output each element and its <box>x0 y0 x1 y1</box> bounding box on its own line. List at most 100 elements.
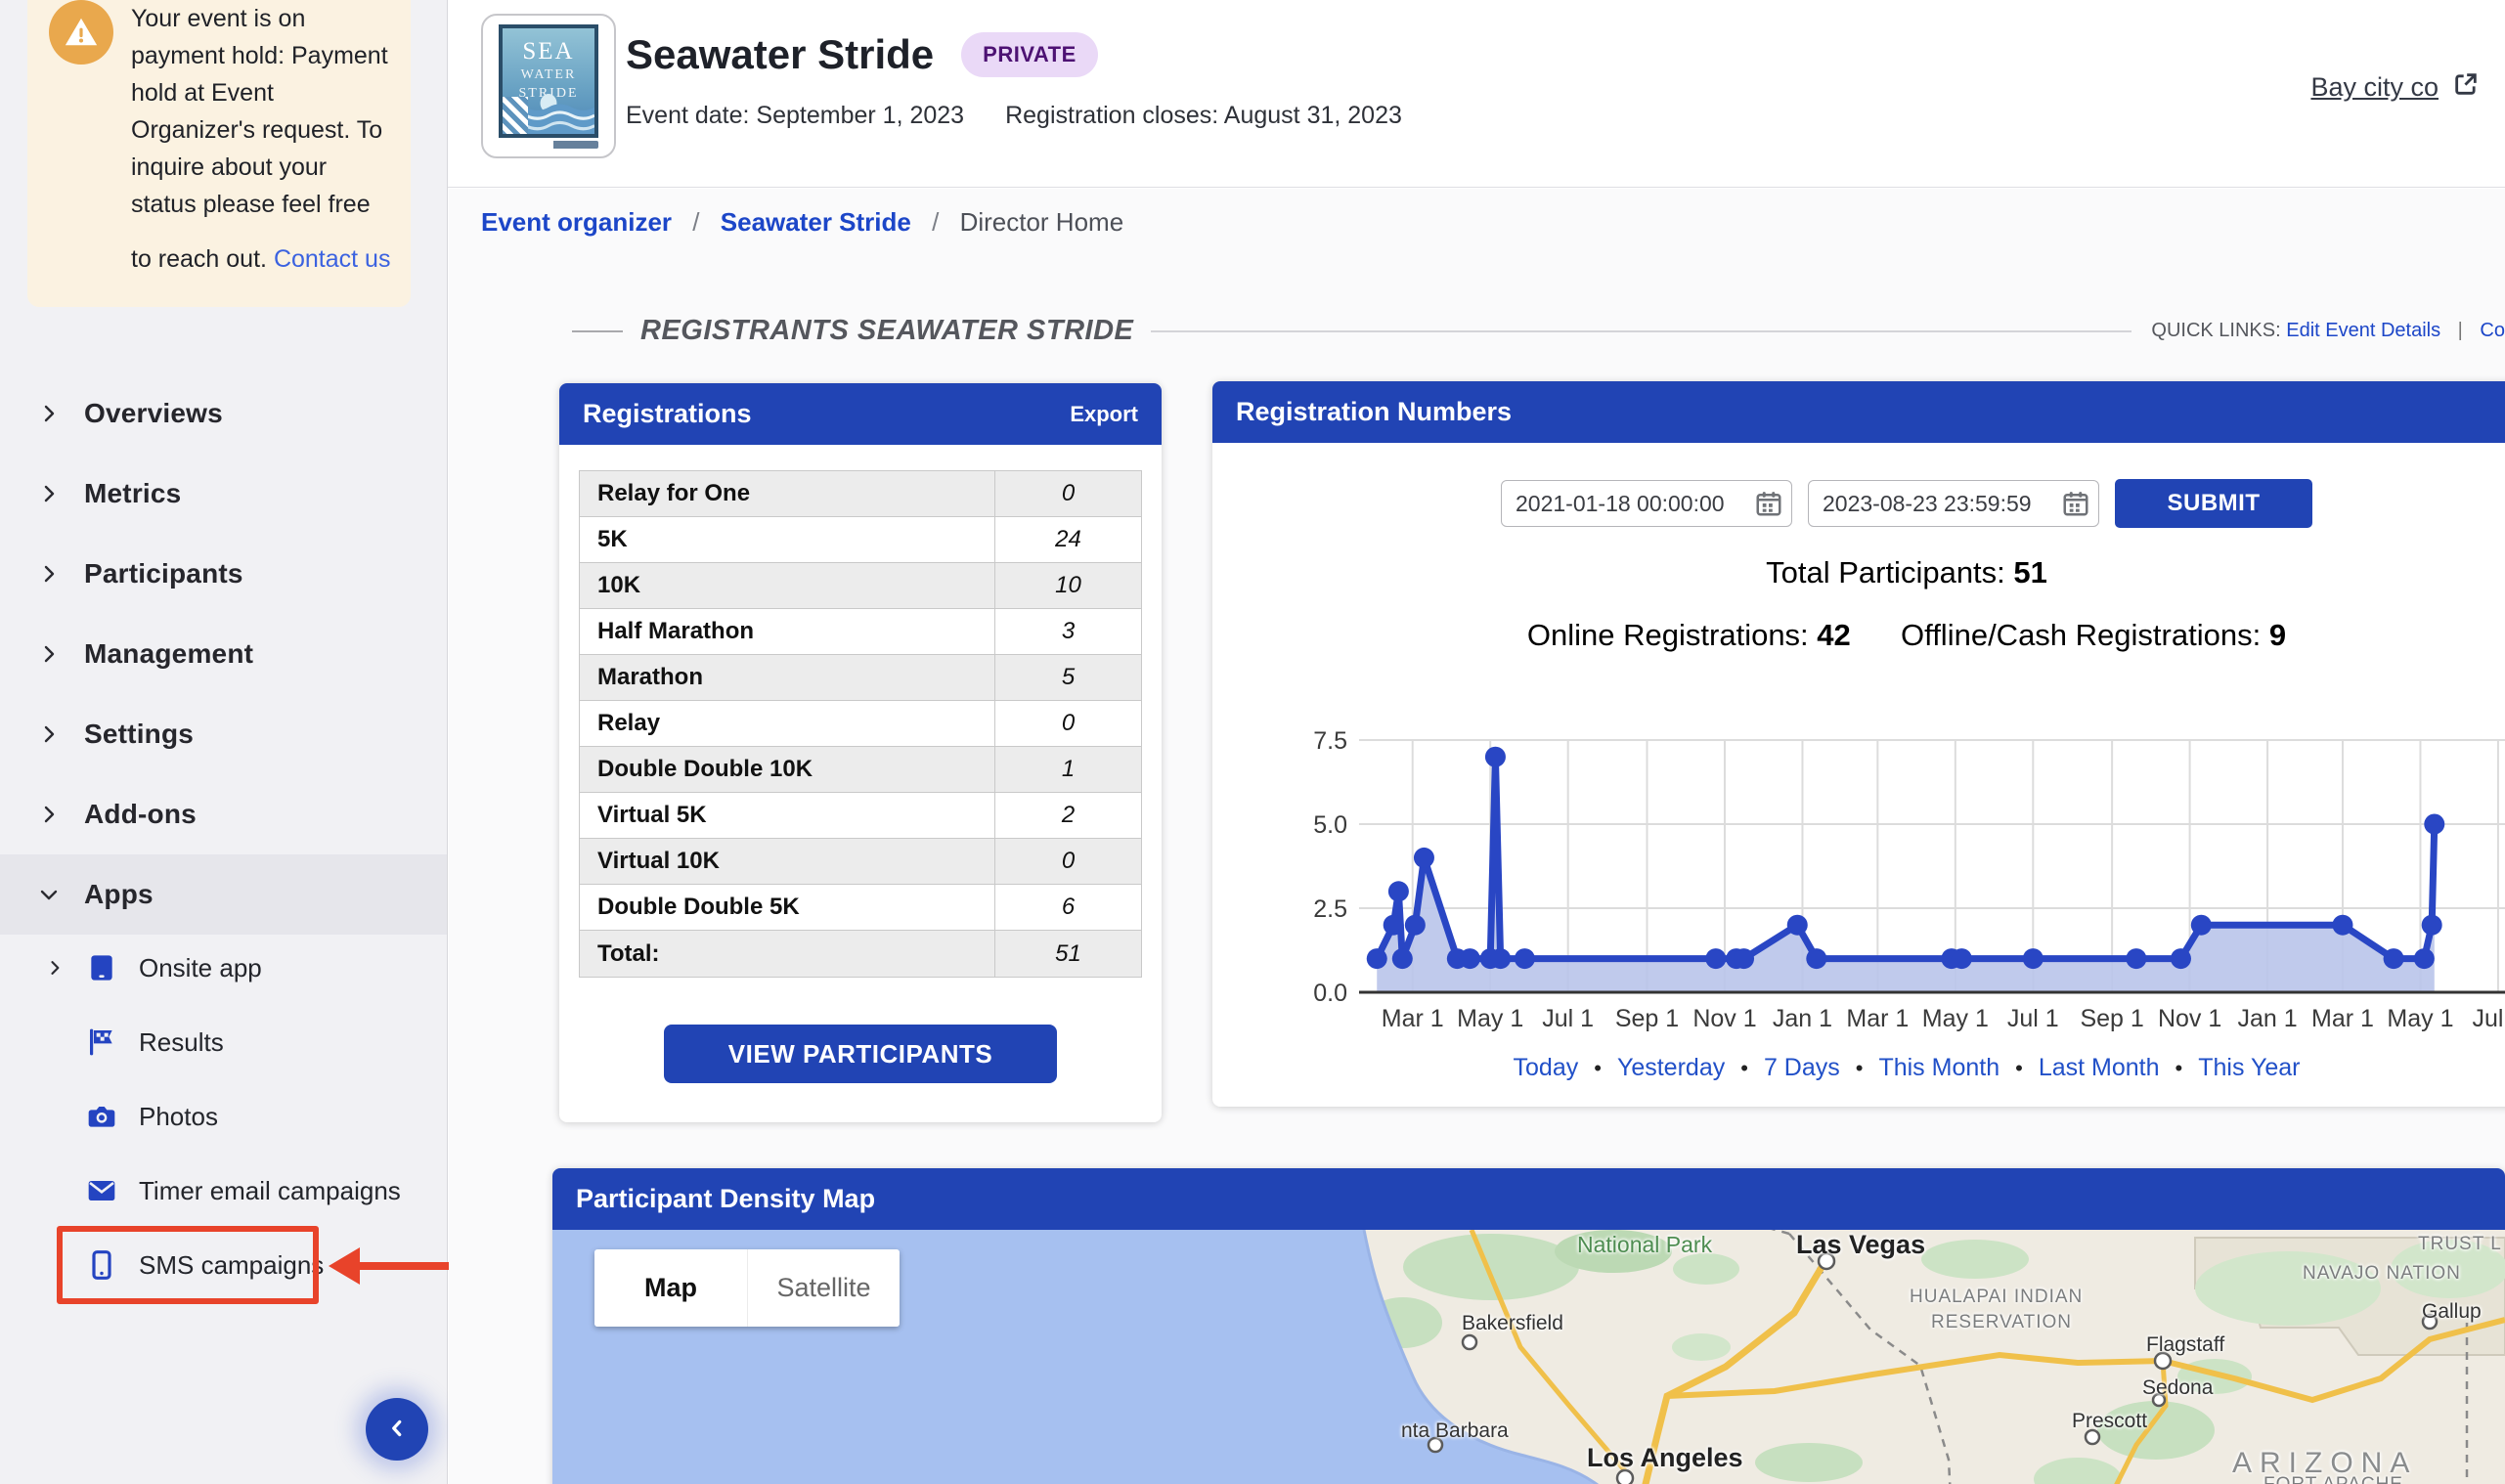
range-link-this-month[interactable]: This Month <box>1878 1054 2000 1081</box>
checkered-flag-icon <box>86 1026 117 1058</box>
truncated-quick-link[interactable]: Co <box>2480 320 2505 341</box>
date-from-input[interactable] <box>1501 480 1792 527</box>
table-row: Relay for One 0 <box>580 471 1141 517</box>
sidebar-item-participants[interactable]: Participants <box>0 534 447 614</box>
svg-text:Jul 1: Jul 1 <box>2007 1005 2059 1032</box>
breadcrumb-event-organizer[interactable]: Event organizer <box>481 207 673 237</box>
external-link-icon <box>2452 70 2480 105</box>
submenu-item-results[interactable]: Results <box>0 1005 447 1079</box>
map-label: Los Angeles <box>1587 1443 1743 1472</box>
svg-text:Jul 1: Jul 1 <box>2473 1005 2505 1032</box>
section-title: REGISTRANTS SEAWATER STRIDE <box>640 315 1134 346</box>
phone-icon <box>86 1249 117 1281</box>
heading-rule <box>1151 329 2132 332</box>
sidebar-item-label: Management <box>84 638 254 669</box>
table-row: Virtual 5K 2 <box>580 793 1141 839</box>
registration-numbers-header: Registration Numbers <box>1212 381 2505 443</box>
sidebar-item-metrics[interactable]: Metrics <box>0 454 447 534</box>
sidebar-item-label: Participants <box>84 558 243 589</box>
registrations-panel-header: Registrations Export <box>559 383 1162 445</box>
contact-us-link[interactable]: Contact us <box>273 245 391 273</box>
date-to-wrapper <box>1808 480 2099 527</box>
warning-icon <box>49 0 113 65</box>
svg-text:Jul 1: Jul 1 <box>1542 1005 1594 1032</box>
row-label: Virtual 5K <box>597 802 707 828</box>
satellite-button[interactable]: Satellite <box>747 1249 900 1327</box>
stripes-graphic <box>503 96 528 134</box>
range-link-7-days[interactable]: 7 Days <box>1763 1054 1840 1081</box>
view-participants-button[interactable]: VIEW PARTICIPANTS <box>664 1025 1057 1083</box>
date-to-input[interactable] <box>1808 480 2099 527</box>
map-button[interactable]: Map <box>594 1249 747 1327</box>
sidebar-item-addons[interactable]: Add-ons <box>0 774 447 854</box>
registration-breakdown-stats: Online Registrations: 42 Offline/Cash Re… <box>1212 618 2505 653</box>
sidebar-item-label: Metrics <box>84 478 182 508</box>
camera-icon <box>86 1101 117 1132</box>
registration-closes: Registration closes: August 31, 2023 <box>1005 102 1402 129</box>
svg-text:Sep 1: Sep 1 <box>1615 1005 1679 1032</box>
table-row: Double Double 5K 6 <box>580 885 1141 931</box>
submit-button[interactable]: SUBMIT <box>2115 479 2312 528</box>
submenu-item-photos[interactable]: Photos <box>0 1079 447 1154</box>
sidebar-item-management[interactable]: Management <box>0 614 447 694</box>
svg-text:5.0: 5.0 <box>1313 811 1347 839</box>
map-label: ARIZONA <box>2232 1447 2418 1479</box>
map-label: nta Barbara <box>1401 1419 1509 1442</box>
organization-link[interactable]: Bay city co <box>2310 70 2480 105</box>
export-button[interactable]: Export <box>1070 401 1138 426</box>
map-canvas[interactable]: National Park Las Vegas TRUST L NAVAJO NATI… <box>552 1230 2505 1484</box>
row-value: 2 <box>994 793 1141 838</box>
quick-links-label: QUICK LINKS: <box>2151 320 2281 341</box>
map-label: Prescott <box>2072 1410 2148 1432</box>
row-value: 3 <box>994 609 1141 654</box>
edit-event-details-link[interactable]: Edit Event Details <box>2286 320 2441 341</box>
sidebar-item-apps[interactable]: Apps <box>0 854 447 935</box>
sidebar-item-settings[interactable]: Settings <box>0 694 447 774</box>
chevron-left-icon <box>384 1416 410 1444</box>
sidebar: Your event is on payment hold: Payment h… <box>0 0 481 1484</box>
row-value: 0 <box>994 701 1141 746</box>
table-row: Relay 0 <box>580 701 1141 747</box>
row-label: Virtual 10K <box>597 848 720 874</box>
svg-text:May 1: May 1 <box>1922 1005 1989 1032</box>
svg-text:May 1: May 1 <box>2387 1005 2453 1032</box>
row-value: 5 <box>994 655 1141 700</box>
stat-value: 51 <box>2013 555 2047 589</box>
map-label: RESERVATION <box>1931 1312 2073 1332</box>
submenu-item-timer-email-campaigns[interactable]: Timer email campaigns <box>0 1154 447 1228</box>
range-link-last-month[interactable]: Last Month <box>2038 1054 2160 1081</box>
sidebar-collapse-button[interactable] <box>366 1398 428 1461</box>
quick-links-divider: | <box>2457 320 2463 341</box>
svg-text:2.5: 2.5 <box>1313 895 1347 923</box>
table-row: 10K 10 <box>580 563 1141 609</box>
svg-text:Mar 1: Mar 1 <box>1846 1005 1909 1032</box>
range-link-this-year[interactable]: This Year <box>2198 1054 2301 1081</box>
row-label: 5K <box>597 526 628 552</box>
submenu-item-sms-campaigns[interactable]: SMS campaigns <box>0 1228 447 1302</box>
range-link-yesterday[interactable]: Yesterday <box>1616 1054 1726 1081</box>
total-participants-stat: Total Participants: 51 <box>1212 555 2505 590</box>
event-logo-poster: SEA WATER STRIDE <box>499 23 598 138</box>
stat-value: 42 <box>1817 618 1851 652</box>
submenu-item-onsite-app[interactable]: Onsite app <box>0 931 447 1005</box>
sidebar-item-label: Overviews <box>84 398 223 428</box>
map-label: Gallup <box>2422 1300 2482 1323</box>
range-link-today[interactable]: Today <box>1513 1054 1579 1081</box>
breadcrumb-seawater-stride[interactable]: Seawater Stride <box>720 207 911 237</box>
sidebar-item-label: Apps <box>84 879 154 909</box>
chevron-right-icon <box>37 482 61 505</box>
organization-name: Bay city co <box>2310 72 2439 102</box>
submenu-item-label: Photos <box>139 1101 218 1131</box>
breadcrumb-separator: / <box>932 207 940 237</box>
row-value: 6 <box>994 885 1141 930</box>
calendar-icon[interactable] <box>1754 489 1783 518</box>
event-date: Event date: September 1, 2023 <box>626 102 965 129</box>
svg-text:May 1: May 1 <box>1457 1005 1523 1032</box>
private-badge: PRIVATE <box>961 32 1098 77</box>
row-label: Relay for One <box>597 480 751 506</box>
date-range-quick-links: Today • Yesterday • 7 Days • This Month • Last M… <box>1513 1054 2301 1081</box>
sidebar-item-overviews[interactable]: Overviews <box>0 373 447 454</box>
envelope-icon <box>86 1175 117 1206</box>
row-label: Double Double 10K <box>597 756 813 782</box>
calendar-icon[interactable] <box>2061 489 2090 518</box>
